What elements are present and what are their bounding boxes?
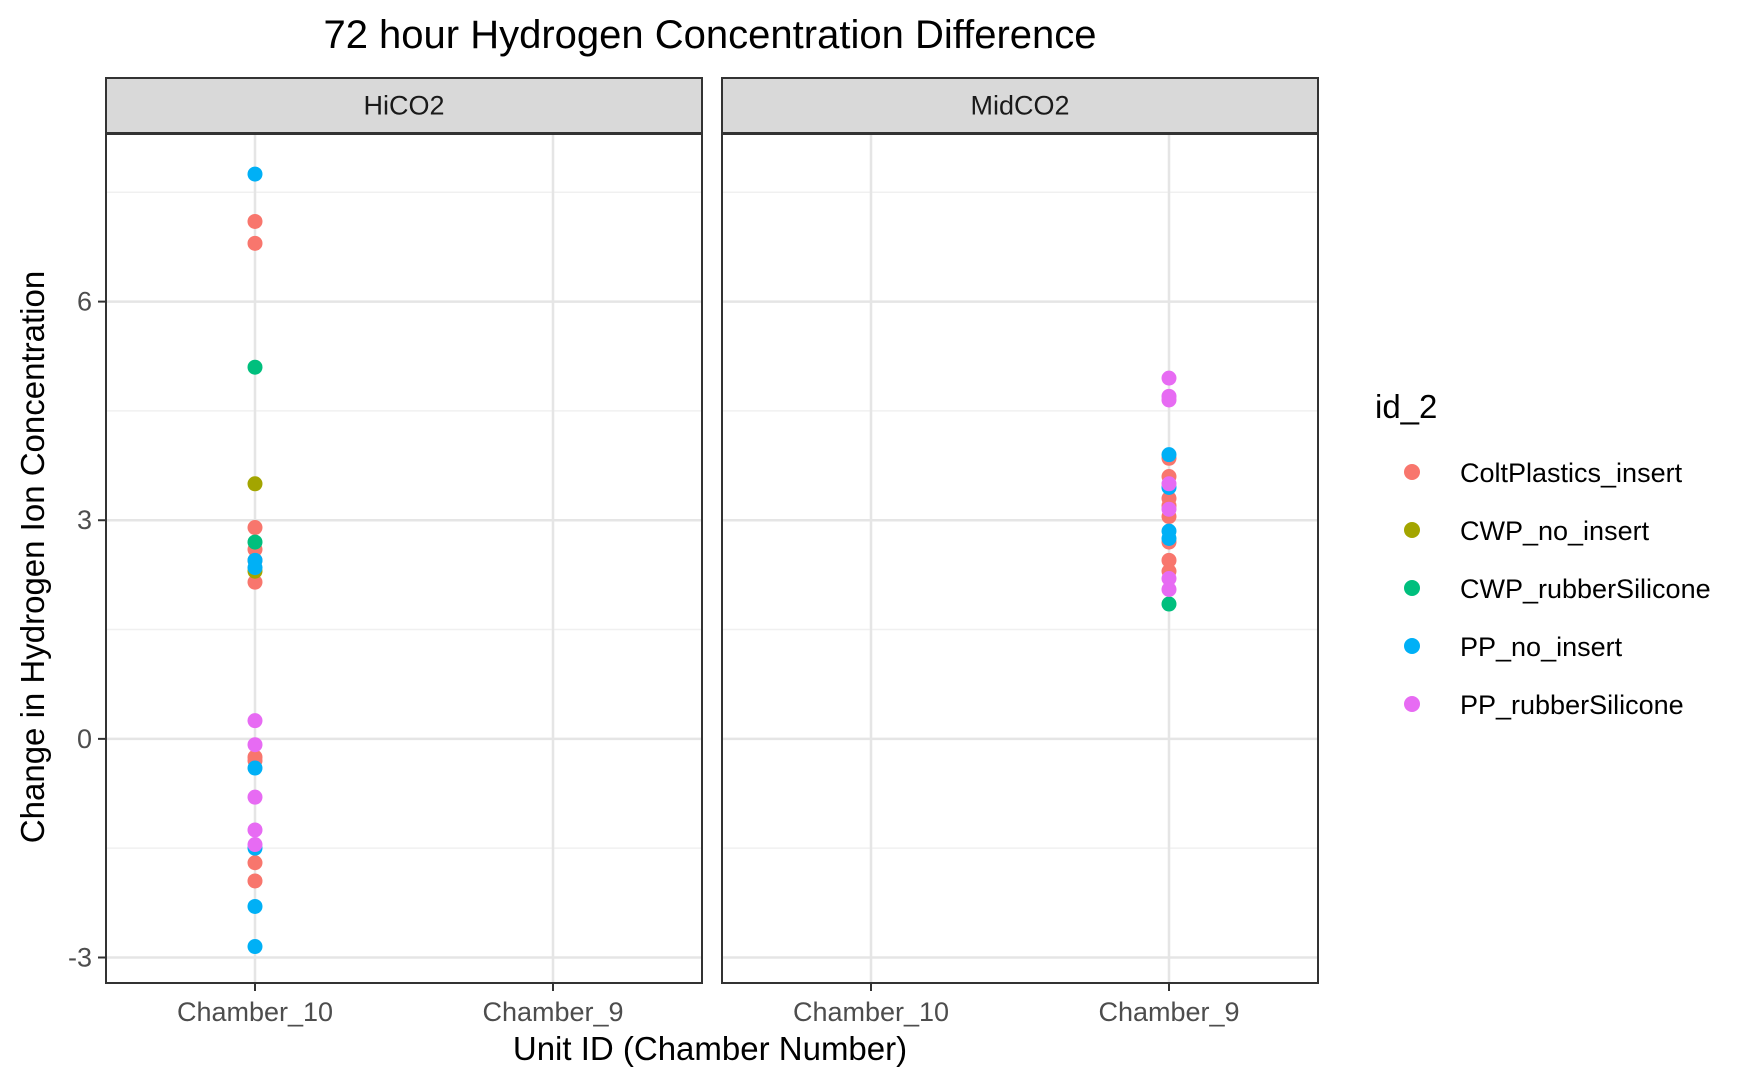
legend-label: PP_no_insert [1460,632,1623,662]
panel-hico2: HiCO2 [105,77,703,984]
panel-background [722,134,1318,983]
data-point-ColtPlastics_insert [247,873,263,889]
y-tick-label: 6 [77,287,92,317]
data-point-PP_no_insert [1161,530,1177,546]
data-point-PP_no_insert [1161,447,1177,463]
legend-key-ColtPlastics_insert [1404,464,1420,480]
data-point-CWP_rubberSilicone [247,534,263,550]
legend-label: PP_rubberSilicone [1460,690,1684,720]
y-tick-label: -3 [68,942,92,972]
data-point-PP_rubberSilicone [1161,370,1177,386]
y-tick-label: 0 [77,724,92,754]
data-point-PP_no_insert [247,939,263,955]
data-point-ColtPlastics_insert [247,520,263,536]
data-point-ColtPlastics_insert [247,235,263,251]
data-point-PP_rubberSilicone [247,822,263,838]
data-point-PP_rubberSilicone [1161,392,1177,408]
x-axis-title: Unit ID (Chamber Number) [513,1030,907,1067]
data-point-CWP_rubberSilicone [247,359,263,375]
data-point-ColtPlastics_insert [247,574,263,590]
data-point-PP_rubberSilicone [1161,501,1177,517]
data-point-PP_no_insert [247,166,263,182]
data-point-PP_rubberSilicone [1161,581,1177,597]
data-point-CWP_no_insert [247,476,263,492]
x-tick-label: Chamber_9 [482,997,623,1027]
data-point-PP_no_insert [247,560,263,576]
data-point-PP_rubberSilicone [247,737,263,753]
x-tick-label: Chamber_10 [177,997,333,1027]
data-point-ColtPlastics_insert [247,213,263,229]
legend-title: id_2 [1375,388,1437,425]
data-point-PP_rubberSilicone [1161,571,1177,587]
data-point-ColtPlastics_insert [247,855,263,871]
y-axis: -3 0 3 6 [68,287,106,972]
x-tick-label: Chamber_10 [793,997,949,1027]
legend-key-CWP_no_insert [1404,522,1420,538]
legend-label: CWP_no_insert [1460,516,1650,546]
strip-background [721,77,1319,134]
x-axis: Chamber_10 Chamber_9 Chamber_10 Chamber_9 [177,983,1240,1027]
panel-background [106,134,702,983]
legend-key-PP_rubberSilicone [1404,696,1420,712]
y-axis-title: Change in Hydrogen Ion Concentration [14,271,51,843]
data-point-CWP_rubberSilicone [1161,596,1177,612]
legend-key-CWP_rubberSilicone [1404,580,1420,596]
legend-label: CWP_rubberSilicone [1460,574,1711,604]
x-tick-label: Chamber_9 [1098,997,1239,1027]
data-point-PP_no_insert [247,760,263,776]
data-point-PP_rubberSilicone [247,713,263,729]
data-point-PP_rubberSilicone [247,837,263,853]
legend-key-PP_no_insert [1404,638,1420,654]
data-point-ColtPlastics_insert [1161,552,1177,568]
data-point-PP_rubberSilicone [247,789,263,805]
strip-label: HiCO2 [363,91,444,121]
data-point-PP_rubberSilicone [1161,476,1177,492]
chart-title: 72 hour Hydrogen Concentration Differenc… [323,13,1096,57]
strip-background [105,77,703,134]
panel-midco2: MidCO2 [721,77,1319,984]
legend: id_2 ColtPlastics_insert CWP_no_insert CWP… [1375,388,1711,720]
panels: HiCO2 MidCO2 [105,77,1319,984]
y-tick-label: 3 [77,505,92,535]
legend-label: ColtPlastics_insert [1460,458,1683,488]
strip-label: MidCO2 [970,91,1069,121]
data-point-PP_no_insert [247,898,263,914]
